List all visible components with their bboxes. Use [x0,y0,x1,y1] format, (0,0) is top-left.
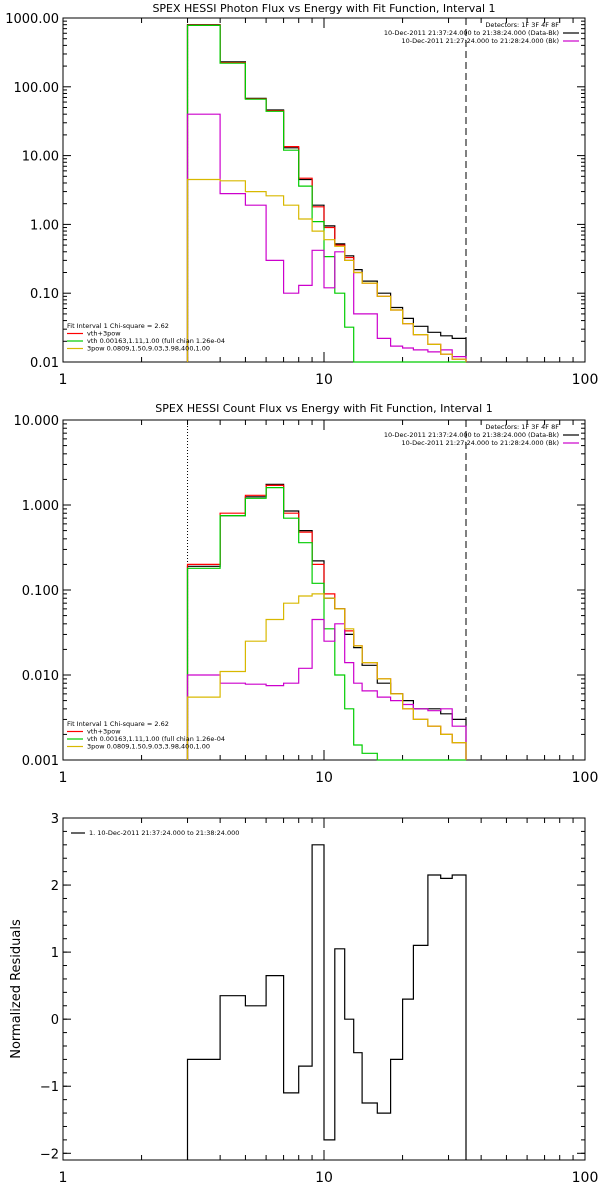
y-tick-label: 1.00 [30,218,59,233]
x-tick-label: 10 [315,372,333,388]
series-0-step-line [186,483,467,760]
fit-line: vth+3pow [87,330,121,338]
series-0-step-line [186,844,467,1160]
y-tick-label: 0.01 [30,356,59,371]
y-tick-label: 0.10 [30,287,59,302]
info-line: Detectors: 1F 3F 4F 8F [485,21,559,29]
fit-line: vth 0.00163,1.11,1.00 (full chian 1.26e-… [87,337,225,345]
info-line: Detectors: 1F 3F 4F 8F [485,423,559,431]
y-tick-label: 0.100 [22,584,59,599]
photon-flux-panel: SPEX HESSI Photon Flux vs Energy with Fi… [5,2,598,388]
series-3-step-line [186,113,467,362]
y-tick-label: 1 [51,946,59,961]
y-tick-label: 0 [51,1013,59,1028]
fit-line: vth+3pow [87,728,121,736]
y-tick-label: 100.00 [14,81,60,96]
x-tick-label: 10 [315,770,333,786]
x-tick-label: 1 [59,372,68,388]
info-line: 10-Dec-2011 21:27:24.000 to 21:28:24.000… [402,439,560,447]
y-tick-label: 1.000 [22,499,59,514]
series-4-step-line [186,178,467,362]
y-tick-label: 3 [51,812,59,827]
y-axis-label: Normalized Residuals [9,919,24,1059]
y-tick-label: 10.00 [22,150,59,165]
info-line: 10-Dec-2011 21:27:24.000 to 21:28:24.000… [402,37,560,45]
series-3-step-line [186,618,467,760]
y-tick-label: 1000.00 [5,12,59,27]
x-tick-label: 10 [315,1170,333,1186]
count-flux-panel: SPEX HESSI Count Flux vs Energy with Fit… [14,402,599,786]
y-tick-label: −1 [40,1080,59,1095]
series-4-step-line [186,593,467,760]
count-flux-title: SPEX HESSI Count Flux vs Energy with Fit… [155,402,492,415]
plot-frame [62,17,586,363]
info-line: 10-Dec-2011 21:37:24.000 to 21:38:24.000… [384,431,559,439]
y-tick-label: 0.010 [22,669,59,684]
fit-line: Fit Interval 1 Chi-square = 2.62 [67,720,169,728]
fit-line: vth 0.00163,1.11,1.00 (full chian 1.26e-… [87,735,225,743]
y-tick-label: 2 [51,879,59,894]
x-tick-label: 100 [572,1170,599,1186]
fit-line: 3pow 0.0809,1.50,9.03,3.98,400,1.00 [87,743,210,751]
legend-label: 1. 10-Dec-2011 21:37:24.000 to 21:38:24.… [89,829,239,837]
x-tick-label: 1 [59,770,68,786]
y-tick-label: 0.001 [22,754,59,769]
y-tick-label: −2 [40,1147,59,1162]
fit-line: 3pow 0.0809,1.50,9.03,3.98,400,1.00 [87,345,210,353]
fit-line: Fit Interval 1 Chi-square = 2.62 [67,322,169,330]
x-tick-label: 100 [572,770,599,786]
y-tick-label: 10.000 [14,414,60,429]
photon-flux-title: SPEX HESSI Photon Flux vs Energy with Fi… [152,2,495,15]
residuals-panel: −2 −1 0 1 2 3 1 10 100 1. 10-Dec-2011 21:37:24.00… [9,812,598,1186]
x-tick-label: 100 [572,372,599,388]
info-line: 10-Dec-2011 21:37:24.000 to 21:38:24.000… [384,29,559,37]
x-tick-label: 1 [59,1170,68,1186]
